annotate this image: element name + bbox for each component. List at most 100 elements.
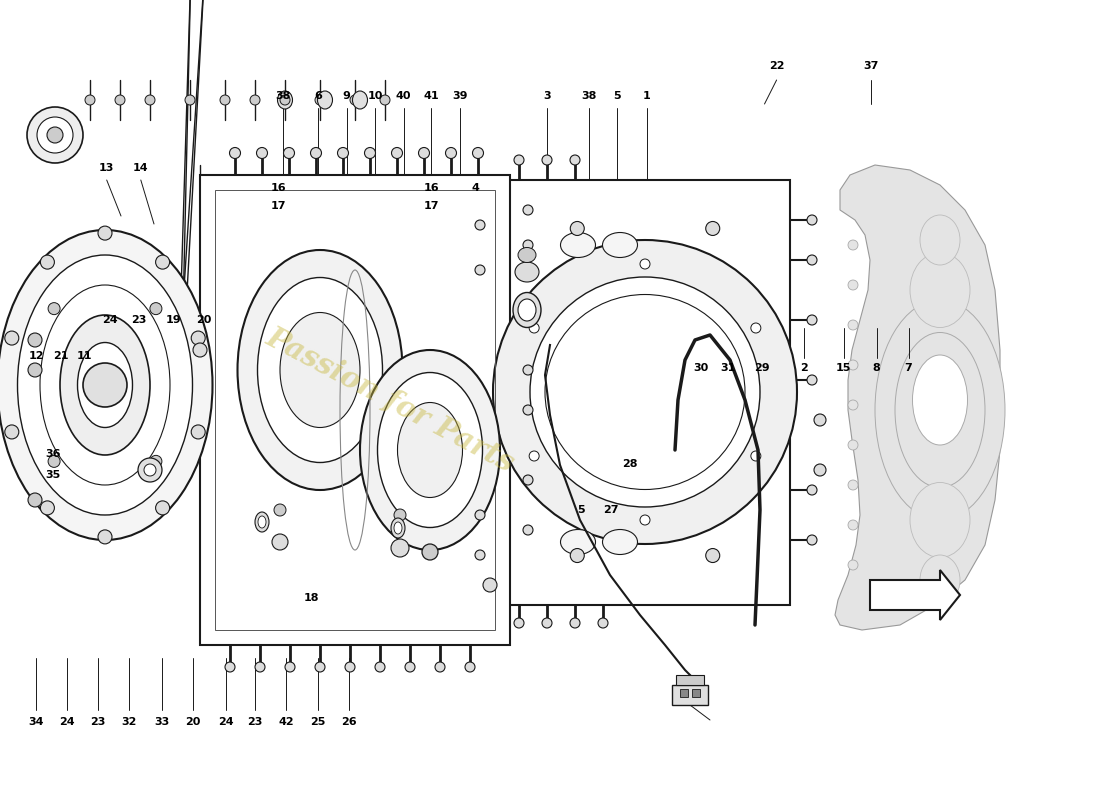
Text: 28: 28 (623, 459, 638, 469)
Circle shape (446, 147, 456, 158)
Circle shape (514, 155, 524, 165)
Ellipse shape (530, 277, 760, 507)
Text: 36: 36 (45, 450, 60, 459)
Text: 10: 10 (367, 91, 383, 101)
Text: 16: 16 (271, 183, 286, 193)
Circle shape (379, 95, 390, 105)
Text: 42: 42 (278, 717, 294, 726)
Text: 40: 40 (396, 91, 411, 101)
Circle shape (848, 320, 858, 330)
Circle shape (522, 240, 534, 250)
Text: 6: 6 (314, 91, 322, 101)
Text: 19: 19 (166, 315, 182, 325)
Circle shape (522, 365, 534, 375)
Circle shape (475, 510, 485, 520)
Text: 32: 32 (121, 717, 136, 726)
Circle shape (350, 95, 360, 105)
Circle shape (807, 315, 817, 325)
Circle shape (814, 414, 826, 426)
Circle shape (315, 662, 324, 672)
Ellipse shape (238, 250, 403, 490)
Circle shape (4, 331, 19, 345)
Circle shape (522, 475, 534, 485)
Bar (692, 689, 700, 697)
Circle shape (192, 343, 207, 357)
Ellipse shape (910, 253, 970, 327)
Circle shape (598, 618, 608, 628)
Circle shape (807, 535, 817, 545)
Text: 31: 31 (720, 363, 736, 373)
Text: 26: 26 (341, 717, 356, 726)
Circle shape (220, 95, 230, 105)
Circle shape (475, 220, 485, 230)
Circle shape (848, 440, 858, 450)
Circle shape (144, 464, 156, 476)
Circle shape (514, 618, 524, 628)
Circle shape (394, 509, 406, 521)
Text: 8: 8 (872, 363, 881, 373)
Circle shape (522, 405, 534, 415)
Circle shape (706, 549, 719, 562)
Circle shape (41, 255, 54, 269)
Ellipse shape (255, 512, 270, 532)
Ellipse shape (895, 333, 984, 487)
Text: 37: 37 (864, 61, 879, 70)
Circle shape (848, 400, 858, 410)
Circle shape (390, 539, 409, 557)
Circle shape (82, 363, 126, 407)
Ellipse shape (920, 215, 960, 265)
Circle shape (807, 485, 817, 495)
Circle shape (28, 107, 82, 163)
Circle shape (529, 451, 539, 461)
Text: 17: 17 (271, 202, 286, 211)
Circle shape (848, 240, 858, 250)
Text: 29: 29 (755, 363, 770, 373)
Text: 5: 5 (578, 505, 584, 514)
Text: 14: 14 (133, 163, 148, 173)
Circle shape (116, 95, 125, 105)
Ellipse shape (518, 299, 536, 321)
Text: 30: 30 (693, 363, 708, 373)
Text: 23: 23 (131, 315, 146, 325)
Circle shape (280, 95, 290, 105)
Text: 24: 24 (218, 717, 233, 726)
Ellipse shape (360, 350, 500, 550)
Text: 18: 18 (304, 593, 319, 602)
Ellipse shape (874, 300, 1005, 520)
Text: 13: 13 (99, 163, 114, 173)
Circle shape (640, 259, 650, 269)
Circle shape (807, 215, 817, 225)
Text: 11: 11 (77, 351, 92, 361)
Text: 24: 24 (59, 717, 75, 726)
Circle shape (522, 525, 534, 535)
Ellipse shape (318, 91, 332, 109)
Ellipse shape (493, 240, 798, 544)
Circle shape (85, 95, 95, 105)
Text: 20: 20 (196, 315, 211, 325)
Ellipse shape (277, 91, 293, 109)
Circle shape (4, 425, 19, 439)
Circle shape (37, 117, 73, 153)
Ellipse shape (913, 355, 968, 445)
Polygon shape (500, 180, 790, 605)
Bar (214, 190, 495, 630)
Circle shape (338, 147, 349, 158)
Circle shape (47, 127, 63, 143)
Text: 12: 12 (29, 351, 44, 361)
Circle shape (310, 147, 321, 158)
Ellipse shape (394, 522, 402, 534)
Ellipse shape (518, 247, 536, 262)
Circle shape (185, 95, 195, 105)
Circle shape (150, 455, 162, 467)
Circle shape (570, 155, 580, 165)
Text: 20: 20 (185, 717, 200, 726)
Ellipse shape (390, 518, 405, 538)
Circle shape (191, 331, 206, 345)
Circle shape (542, 155, 552, 165)
Circle shape (272, 534, 288, 550)
Circle shape (434, 662, 446, 672)
Circle shape (405, 662, 415, 672)
Circle shape (570, 618, 580, 628)
Bar (672, 685, 708, 705)
Ellipse shape (561, 233, 595, 258)
